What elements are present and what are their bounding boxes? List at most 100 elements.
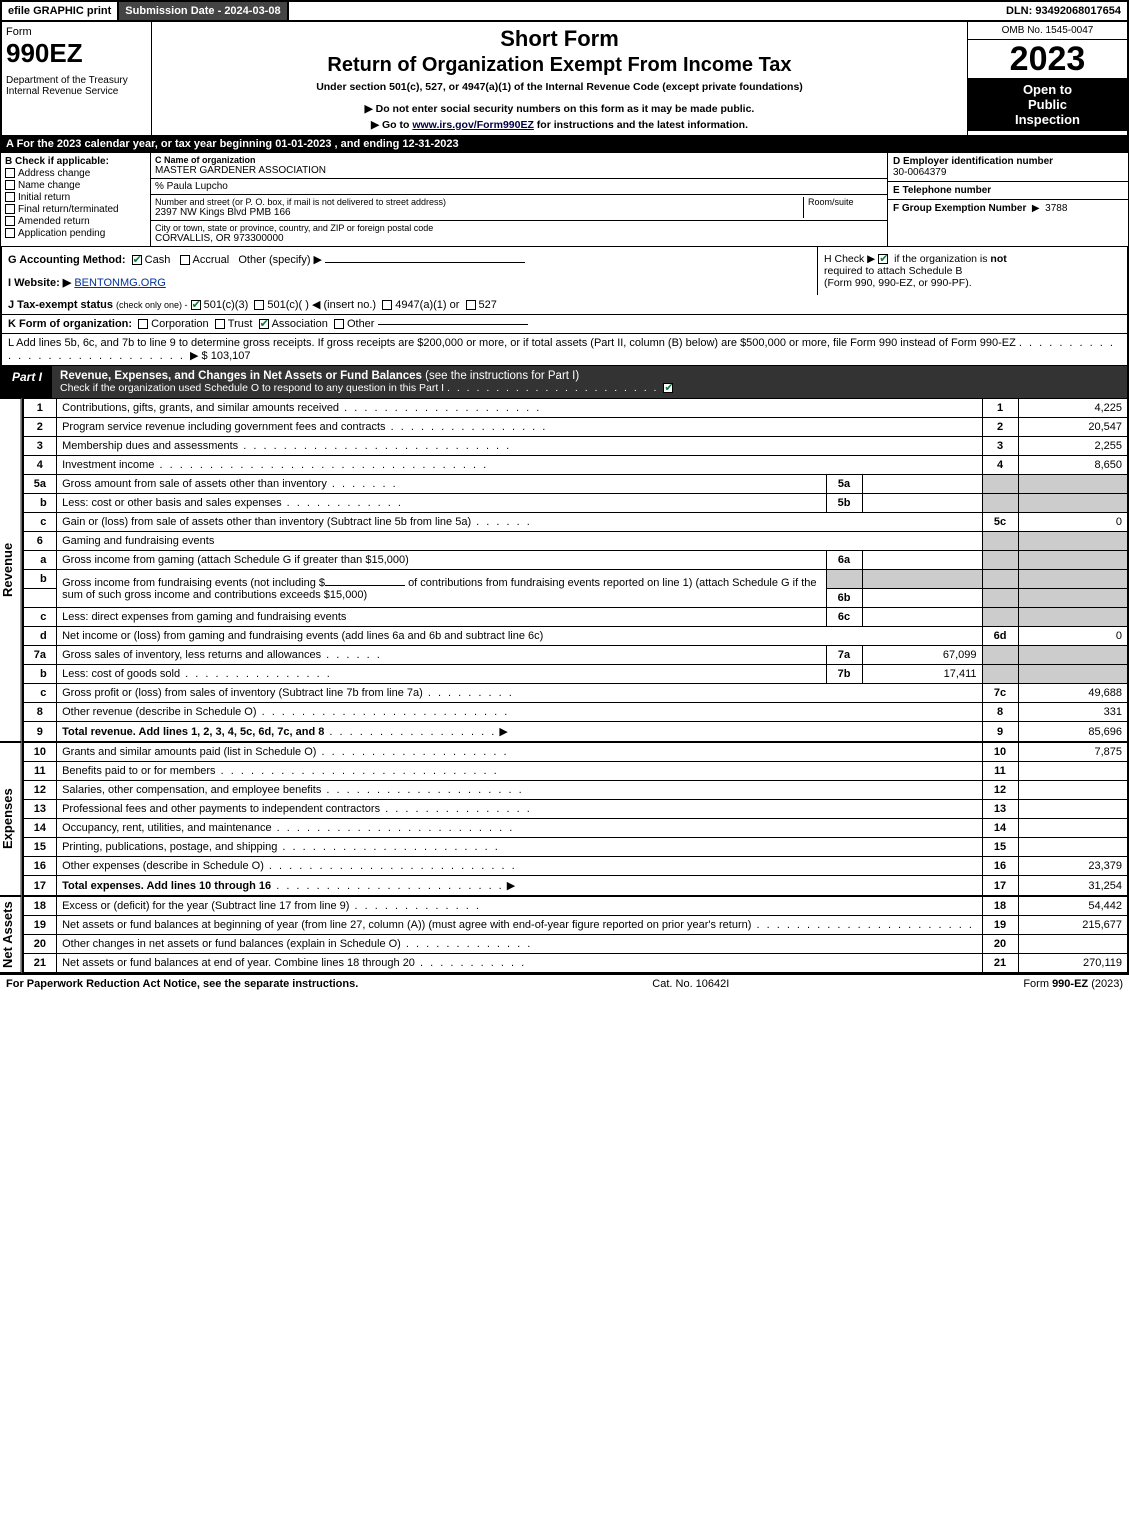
care-of: % Paula Lupcho	[151, 179, 887, 195]
footer-form-ref: Form 990-EZ (2023)	[1023, 978, 1123, 990]
efile-print-button[interactable]: efile GRAPHIC print	[2, 2, 119, 20]
table-row: dNet income or (loss) from gaming and fu…	[23, 627, 1128, 646]
label-f-group: F Group Exemption Number	[893, 203, 1026, 214]
revenue-side-label: Revenue	[0, 398, 22, 742]
footer-cat-no: Cat. No. 10642I	[652, 978, 729, 990]
net-assets-section: Net Assets 18Excess or (deficit) for the…	[0, 896, 1129, 973]
group-exemption-value: 3788	[1045, 203, 1067, 214]
section-def: D Employer identification number 30-0064…	[888, 153, 1128, 246]
revenue-section: Revenue 1Contributions, gifts, grants, a…	[0, 398, 1129, 742]
table-row: 15Printing, publications, postage, and s…	[23, 838, 1128, 857]
table-row: 14Occupancy, rent, utilities, and mainte…	[23, 819, 1128, 838]
addr-label: Number and street (or P. O. box, if mail…	[155, 197, 803, 207]
header-right: OMB No. 1545-0047 2023 Open to Public In…	[967, 22, 1127, 135]
table-row: 10Grants and similar amounts paid (list …	[23, 743, 1128, 762]
table-row: cLess: direct expenses from gaming and f…	[23, 608, 1128, 627]
table-row: 9Total revenue. Add lines 1, 2, 3, 4, 5c…	[23, 722, 1128, 742]
chk-association[interactable]	[259, 319, 269, 329]
city-state-zip: CORVALLIS, OR 973300000	[155, 233, 883, 244]
label-e-phone: E Telephone number	[893, 185, 1123, 196]
part-i-label: Part I	[2, 366, 52, 398]
table-row: 18Excess or (deficit) for the year (Subt…	[23, 897, 1128, 916]
table-row: 3Membership dues and assessments . . . .…	[23, 437, 1128, 456]
line-l-gross-receipts: L Add lines 5b, 6c, and 7b to line 9 to …	[0, 334, 1129, 366]
line-j-tax-exempt: J Tax-exempt status (check only one) - 5…	[0, 295, 1129, 315]
section-c-org: C Name of organization MASTER GARDENER A…	[151, 153, 888, 246]
expenses-side-label: Expenses	[0, 742, 22, 896]
room-label: Room/suite	[808, 197, 883, 207]
revenue-table: 1Contributions, gifts, grants, and simil…	[22, 398, 1129, 742]
chk-527[interactable]	[466, 300, 476, 310]
net-assets-side-label: Net Assets	[0, 896, 22, 973]
chk-cash[interactable]	[132, 255, 142, 265]
table-row: 16Other expenses (describe in Schedule O…	[23, 857, 1128, 876]
table-row: 19Net assets or fund balances at beginni…	[23, 916, 1128, 935]
expenses-table: 10Grants and similar amounts paid (list …	[22, 742, 1129, 896]
chk-trust[interactable]	[215, 319, 225, 329]
chk-final-return[interactable]: Final return/terminated	[5, 204, 146, 215]
org-info-block: B Check if applicable: Address change Na…	[0, 153, 1129, 247]
chk-amended-return[interactable]: Amended return	[5, 216, 146, 227]
table-row: 11Benefits paid to or for members . . . …	[23, 762, 1128, 781]
omb-number: OMB No. 1545-0047	[968, 22, 1127, 40]
irs-link[interactable]: www.irs.gov/Form990EZ	[412, 119, 534, 131]
table-row: 2Program service revenue including gover…	[23, 418, 1128, 437]
table-row: 7aGross sales of inventory, less returns…	[23, 646, 1128, 665]
table-row: 20Other changes in net assets or fund ba…	[23, 935, 1128, 954]
submission-date-button[interactable]: Submission Date - 2024-03-08	[119, 2, 288, 20]
form-header: Form 990EZ Department of the Treasury In…	[0, 22, 1129, 135]
dln-label: DLN: 93492068017654	[1000, 2, 1127, 20]
part-i-title: Revenue, Expenses, and Changes in Net As…	[52, 366, 1127, 398]
section-b-title: B Check if applicable:	[5, 156, 146, 167]
chk-name-change[interactable]: Name change	[5, 180, 146, 191]
table-row: 4Investment income . . . . . . . . . . .…	[23, 456, 1128, 475]
label-d-ein: D Employer identification number	[893, 156, 1123, 167]
table-row: 17Total expenses. Add lines 10 through 1…	[23, 876, 1128, 896]
chk-accrual[interactable]	[180, 255, 190, 265]
table-row: 13Professional fees and other payments t…	[23, 800, 1128, 819]
page-footer: For Paperwork Reduction Act Notice, see …	[0, 973, 1129, 993]
ein-value: 30-0064379	[893, 167, 1123, 178]
line-g-accounting: G Accounting Method: Cash Accrual Other …	[2, 247, 817, 295]
warning-ssn: ▶ Do not enter social security numbers o…	[160, 103, 959, 115]
gross-receipts-amount: $ 103,107	[202, 350, 251, 362]
section-b-checkboxes: B Check if applicable: Address change Na…	[1, 153, 151, 246]
header-center: Short Form Return of Organization Exempt…	[152, 22, 967, 135]
chk-corporation[interactable]	[138, 319, 148, 329]
table-row: cGain or (loss) from sale of assets othe…	[23, 513, 1128, 532]
table-row: aGross income from gaming (attach Schedu…	[23, 551, 1128, 570]
subtitle: Under section 501(c), 527, or 4947(a)(1)…	[160, 81, 959, 93]
chk-other-org[interactable]	[334, 319, 344, 329]
line-a-tax-year: A For the 2023 calendar year, or tax yea…	[0, 135, 1129, 153]
chk-initial-return[interactable]: Initial return	[5, 192, 146, 203]
table-row: bGross income from fundraising events (n…	[23, 570, 1128, 589]
website-link[interactable]: BENTONMG.ORG	[74, 277, 165, 289]
org-name: MASTER GARDENER ASSOCIATION	[155, 165, 883, 176]
tax-year: 2023	[968, 40, 1127, 78]
table-row: 21Net assets or fund balances at end of …	[23, 954, 1128, 973]
warning-goto: ▶ Go to www.irs.gov/Form990EZ for instru…	[160, 119, 959, 131]
chk-application-pending[interactable]: Application pending	[5, 228, 146, 239]
net-assets-table: 18Excess or (deficit) for the year (Subt…	[22, 896, 1129, 973]
chk-501c3[interactable]	[191, 300, 201, 310]
dept-label: Department of the Treasury Internal Reve…	[6, 75, 147, 97]
header-left: Form 990EZ Department of the Treasury In…	[2, 22, 152, 135]
chk-address-change[interactable]: Address change	[5, 168, 146, 179]
gh-block: G Accounting Method: Cash Accrual Other …	[0, 247, 1129, 295]
line-i-label: I Website: ▶	[8, 277, 71, 289]
part-i-header: Part I Revenue, Expenses, and Changes in…	[0, 366, 1129, 398]
chk-not-required[interactable]	[878, 254, 888, 264]
street-address: 2397 NW Kings Blvd PMB 166	[155, 207, 803, 218]
chk-4947[interactable]	[382, 300, 392, 310]
expenses-section: Expenses 10Grants and similar amounts pa…	[0, 742, 1129, 896]
main-title: Return of Organization Exempt From Incom…	[160, 54, 959, 77]
table-row: cGross profit or (loss) from sales of in…	[23, 684, 1128, 703]
table-row: 1Contributions, gifts, grants, and simil…	[23, 399, 1128, 418]
chk-501c[interactable]	[254, 300, 264, 310]
chk-schedule-o[interactable]	[663, 383, 673, 393]
form-number: 990EZ	[6, 38, 147, 69]
table-row: 12Salaries, other compensation, and empl…	[23, 781, 1128, 800]
top-bar: efile GRAPHIC print Submission Date - 20…	[0, 0, 1129, 22]
form-word: Form	[6, 26, 147, 38]
city-label: City or town, state or province, country…	[155, 223, 883, 233]
